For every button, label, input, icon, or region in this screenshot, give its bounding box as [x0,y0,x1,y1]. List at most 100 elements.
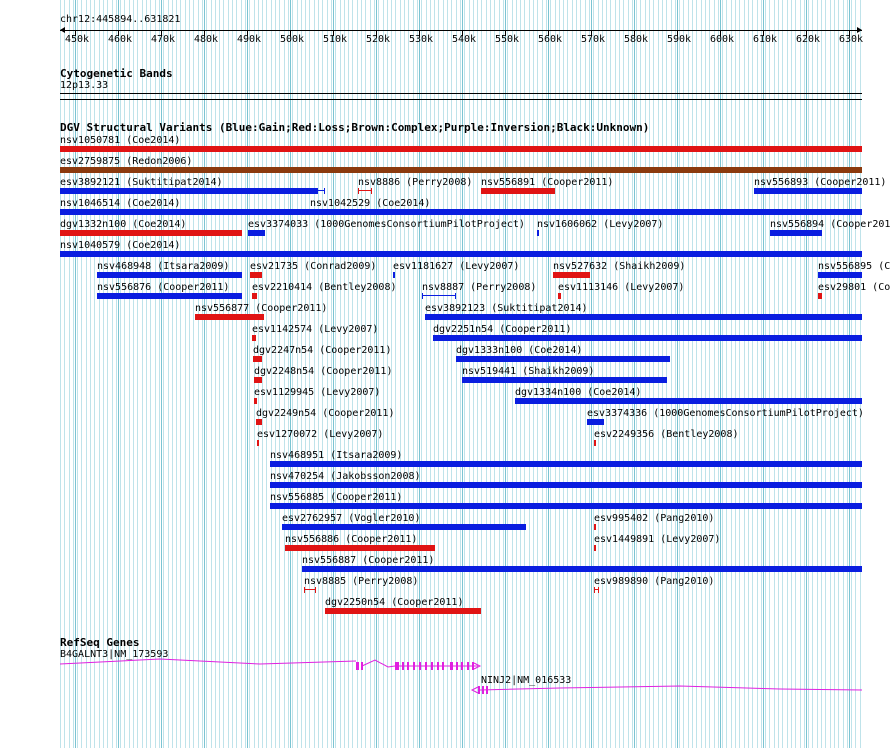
dgv-feature-bar[interactable] [425,314,862,320]
dgv-feature-bar[interactable] [754,188,862,194]
dgv-feature-label: esv3892123 (Suktitipat2014) [425,303,588,314]
dgv-feature-bar[interactable] [252,335,256,341]
ruler-tick-label: 580k [624,34,649,45]
dgv-feature-bar[interactable] [594,524,596,530]
dgv-feature-bar[interactable] [256,419,262,425]
dgv-feature-label: nsv556886 (Cooper2011) [285,534,418,545]
dgv-feature-bar[interactable] [481,188,555,194]
dgv-feature-bar[interactable] [253,356,262,362]
dgv-feature-bar[interactable] [594,589,599,590]
dgv-feature-label: dgv1333n100 (Coe2014) [456,345,583,356]
dgv-feature-bar[interactable] [558,293,561,299]
dgv-feature-bar[interactable] [248,230,265,236]
dgv-feature-bar[interactable] [195,314,264,320]
gene-label[interactable]: NINJ2|NM_016533 [481,675,572,686]
dgv-feature-cap [422,293,423,299]
dgv-feature-bar[interactable] [270,503,862,509]
ruler-arrow-left-icon [60,27,65,33]
ruler-tick-label: 520k [366,34,391,45]
dgv-feature-bar[interactable] [270,482,862,488]
dgv-feature-label: esv3892121 (Suktitipat2014) [60,177,223,188]
cytoband-line [60,99,862,100]
dgv-feature-bar[interactable] [310,209,312,215]
ruler-tick-label: 560k [538,34,563,45]
dgv-feature-bar[interactable] [358,190,372,191]
dgv-feature-bar[interactable] [433,335,862,341]
dgv-feature-bar[interactable] [60,230,242,236]
dgv-feature-bar[interactable] [285,545,435,551]
ruler-tick-label: 550k [495,34,520,45]
dgv-feature-bar[interactable] [587,419,604,425]
ruler-tick-label: 540k [452,34,477,45]
dgv-feature-bar[interactable] [594,545,596,551]
dgv-feature-label: nsv1606062 (Levy2007) [537,219,664,230]
ruler-tick [161,31,162,36]
dgv-feature-label: nsv556877 (Cooper2011) [195,303,328,314]
dgv-feature-label: esv21735 (Conrad2009) [250,261,377,272]
ruler-tick [634,31,635,36]
dgv-feature-label: nsv8886 (Perry2008) [358,177,473,188]
dgv-feature-label: esv1449891 (Levy2007) [594,534,721,545]
dgv-feature-label: esv3374336 (1000GenomesConsortiumPilotPr… [587,408,864,419]
dgv-feature-bar[interactable] [818,272,862,278]
dgv-feature-label: nsv556893 (Cooper2011) [754,177,887,188]
ruler-tick [806,31,807,36]
dgv-feature-label: dgv1334n100 (Coe2014) [515,387,642,398]
dgv-feature-bar[interactable] [60,188,318,194]
dgv-feature-label: nsv8887 (Perry2008) [422,282,537,293]
ruler-tick-label: 510k [323,34,348,45]
dgv-feature-label: esv1270072 (Levy2007) [257,429,384,440]
ruler-tick [204,31,205,36]
region-label: chr12:445894..631821 [60,14,181,25]
dgv-feature-cap [315,587,316,593]
dgv-feature-label: dgv2248n54 (Cooper2011) [254,366,393,377]
dgv-feature-bar[interactable] [325,608,481,614]
dgv-feature-bar[interactable] [537,230,539,236]
dgv-feature-bar[interactable] [462,377,667,383]
dgv-feature-cap [455,293,456,299]
dgv-feature-bar[interactable] [456,356,670,362]
dgv-feature-bar[interactable] [770,230,822,236]
dgv-feature-bar[interactable] [254,377,262,383]
dgv-feature-label: esv2759875 (Redon2006) [60,156,193,167]
dgv-feature-bar[interactable] [97,293,242,299]
dgv-feature-bar[interactable] [257,440,259,446]
dgv-feature-bar[interactable] [422,295,456,296]
ruler-tick-label: 620k [796,34,821,45]
dgv-feature-bar[interactable] [553,272,590,278]
ruler-tick-label: 590k [667,34,692,45]
dgv-feature-bar[interactable] [818,293,822,299]
dgv-feature-bar[interactable] [282,524,526,530]
dgv-feature-cap [324,188,325,194]
dgv-feature-bar[interactable] [60,146,862,152]
dgv-feature-bar[interactable] [97,272,242,278]
ruler-tick [849,31,850,36]
ruler-tick [505,31,506,36]
ruler-tick [419,31,420,36]
dgv-feature-bar[interactable] [60,209,862,215]
dgv-feature-bar[interactable] [60,167,862,173]
ruler-tick [75,31,76,36]
dgv-feature-bar[interactable] [302,566,862,572]
dgv-feature-bar[interactable] [60,251,862,257]
dgv-feature-bar[interactable] [254,398,257,404]
ruler-tick-label: 500k [280,34,305,45]
dgv-feature-cap [598,587,599,593]
ruler-tick [720,31,721,36]
dgv-feature-bar[interactable] [393,272,395,278]
dgv-feature-bar[interactable] [594,440,596,446]
dgv-feature-bar[interactable] [270,461,862,467]
cytoband-label: 12p13.33 [60,80,109,91]
dgv-feature-bar[interactable] [304,589,316,590]
ruler-tick-label: 610k [753,34,778,45]
dgv-feature-label: nsv527632 (Shaikh2009) [553,261,686,272]
dgv-feature-bar[interactable] [515,398,862,404]
ruler-tick [118,31,119,36]
dgv-feature-label: nsv556895 (Coo [818,261,890,272]
dgv-feature-bar[interactable] [250,272,262,278]
dgv-feature-bar[interactable] [252,293,257,299]
dgv-feature-label: nsv1040579 (Coe2014) [60,240,181,251]
gene-label[interactable]: B4GALNT3|NM_173593 [60,649,169,660]
dgv-feature-label: nsv470254 (Jakobsson2008) [270,471,421,482]
